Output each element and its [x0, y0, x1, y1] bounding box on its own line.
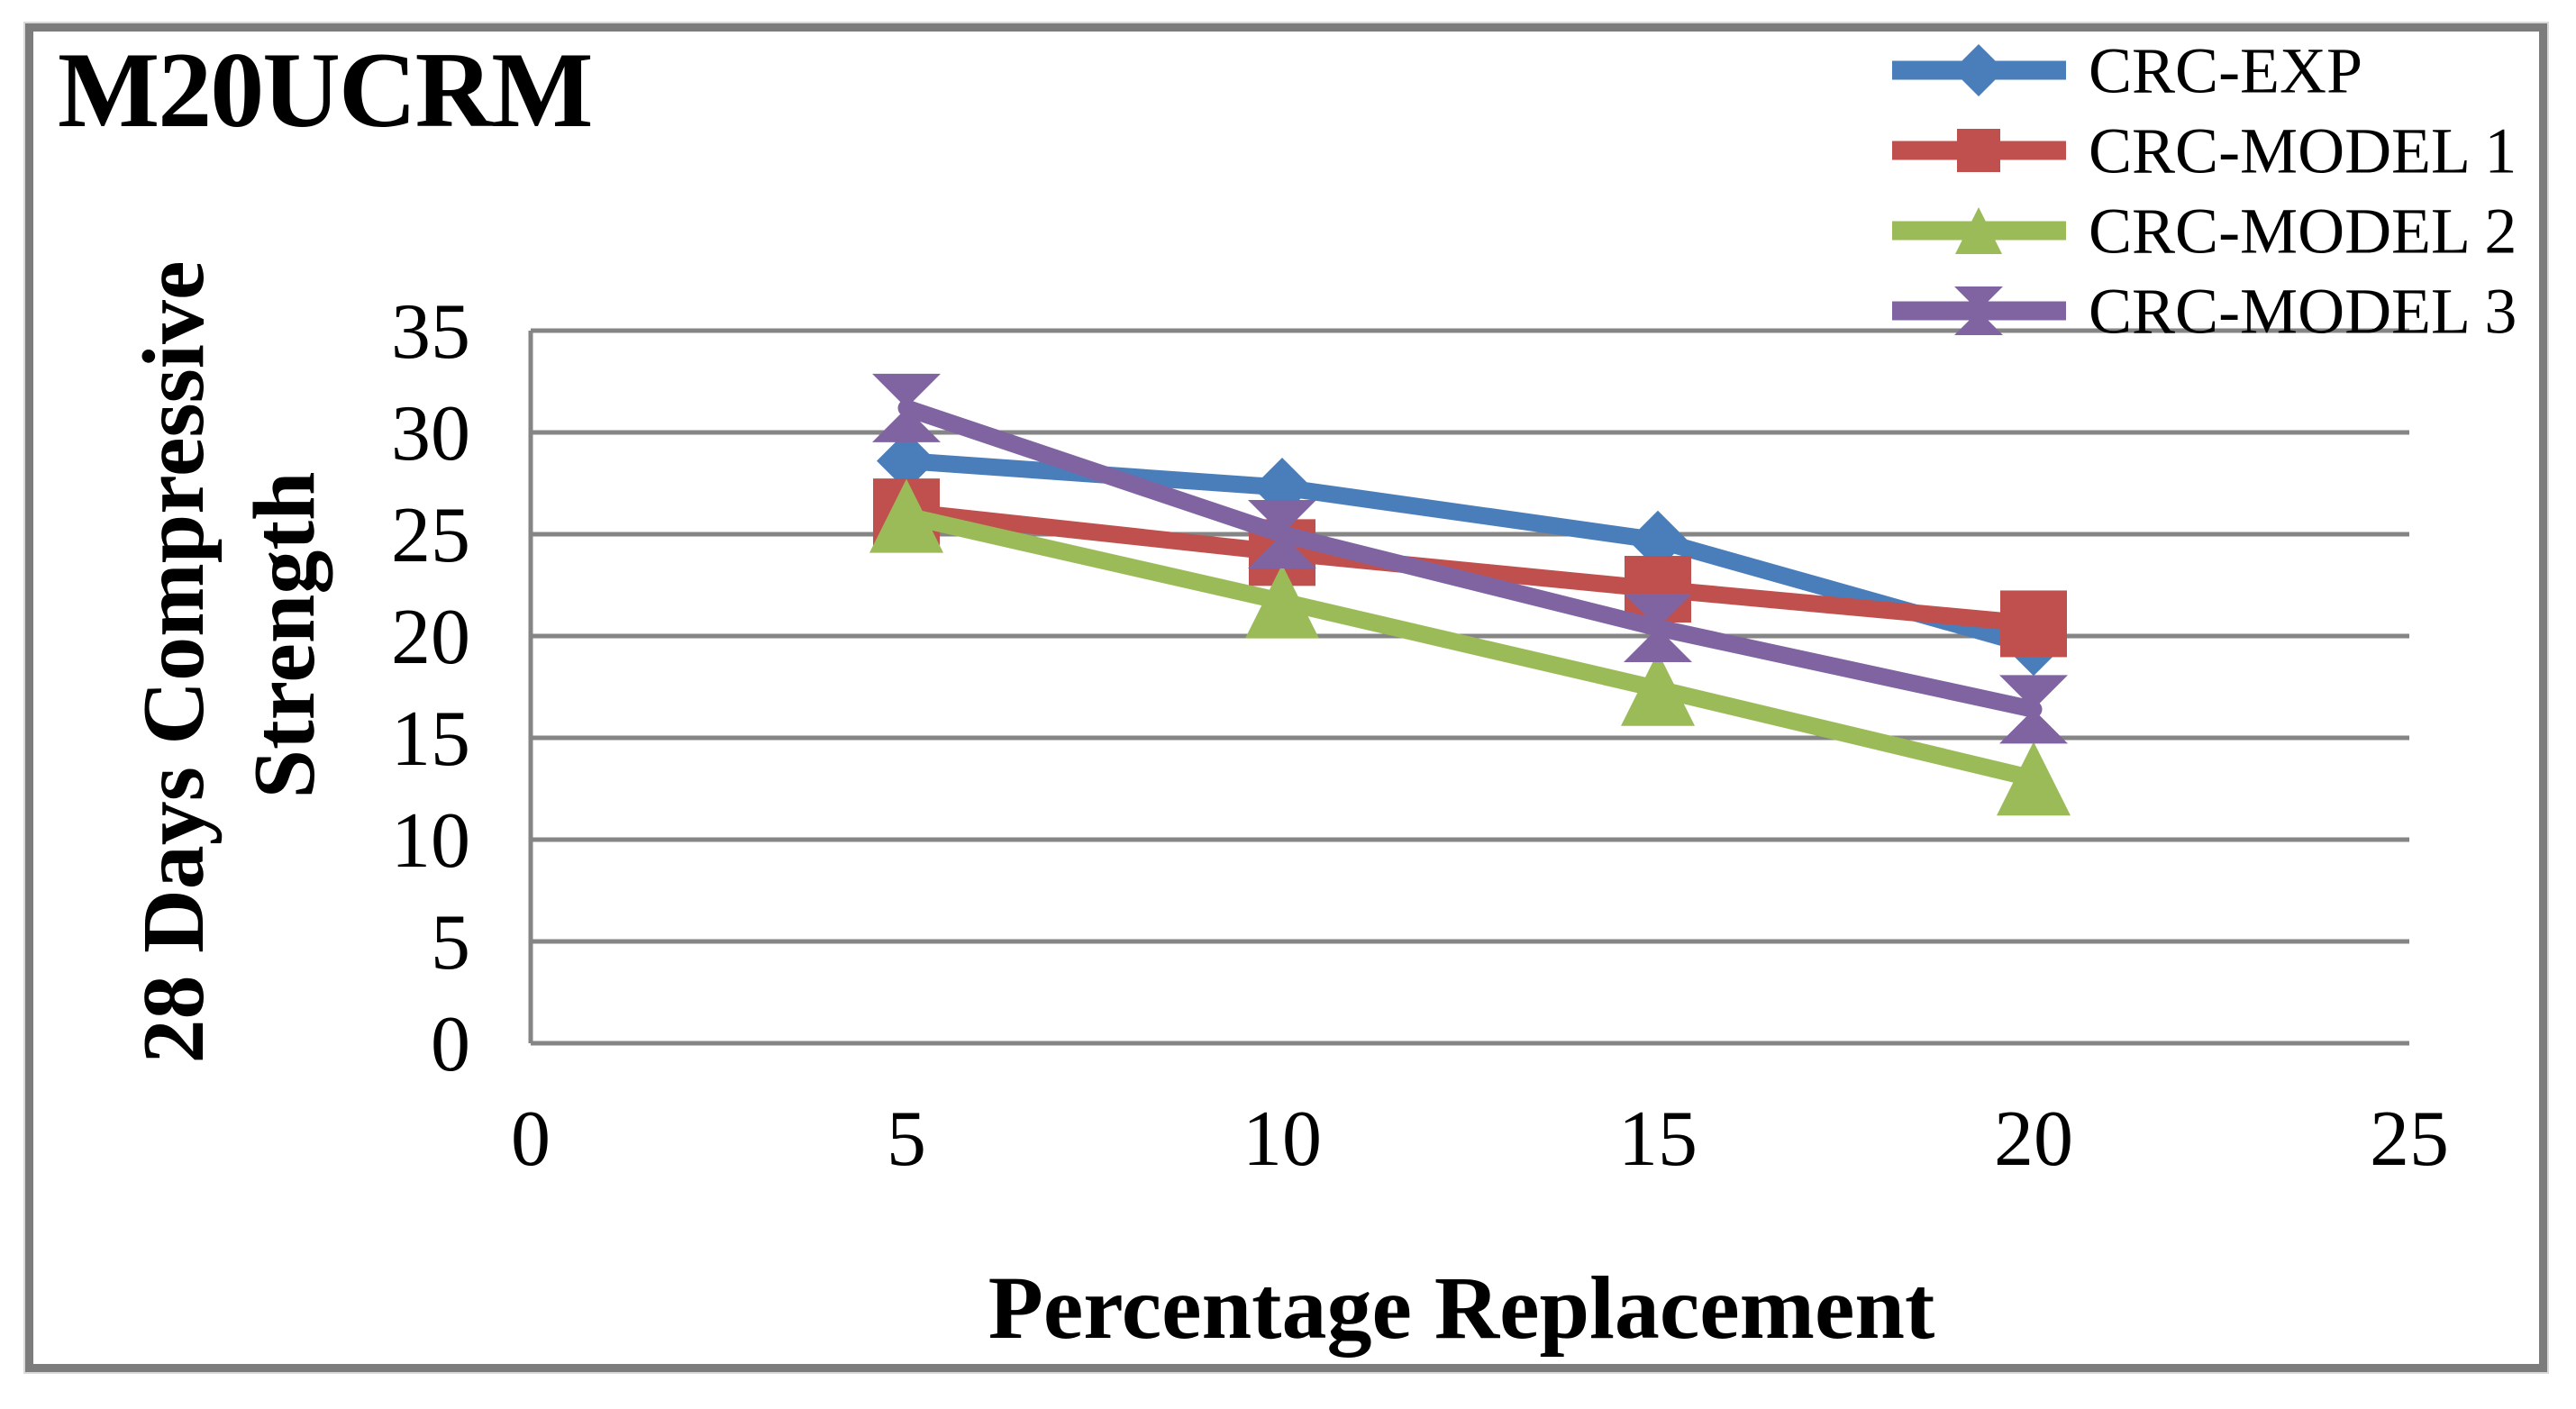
- y-tick-label: 30: [391, 390, 470, 477]
- y-tick-label: 0: [431, 1001, 470, 1088]
- square-marker-icon: [2000, 590, 2067, 658]
- diamond-marker-icon: [1628, 510, 1688, 570]
- legend-label-CRC-MODEL 3: CRC-MODEL 3: [2089, 275, 2517, 347]
- y-tick-label: 20: [391, 594, 470, 681]
- bowtie-marker-icon: [1624, 593, 1692, 662]
- y-tick-label: 25: [391, 492, 470, 579]
- legend-square-marker-icon: [1957, 129, 2000, 172]
- diamond-marker-icon: [877, 431, 936, 491]
- triangle-marker-icon: [1997, 741, 2071, 816]
- legend-diamond-marker-icon: [1952, 44, 2005, 96]
- legend-bowtie-marker-icon: [1954, 286, 2003, 335]
- legend-triangle-marker-icon: [1955, 207, 2002, 254]
- series-line-CRC-MODEL 2: [897, 507, 2043, 787]
- chart-title: M20UCRM: [58, 30, 594, 150]
- y-tick-label: 35: [391, 288, 470, 376]
- triangle-marker-icon: [1621, 651, 1695, 726]
- triangle-marker-icon: [1245, 564, 1319, 639]
- legend-label-CRC-MODEL 1: CRC-MODEL 1: [2089, 114, 2517, 186]
- triangle-marker-icon: [869, 478, 943, 553]
- bowtie-marker-icon: [1248, 500, 1316, 568]
- legend-label-CRC-EXP: CRC-EXP: [2089, 34, 2362, 106]
- y-tick-label: 5: [431, 899, 470, 986]
- y-axis-label-line1: 28 Days Compressive: [125, 260, 223, 1064]
- x-tick-label: 20: [1994, 1095, 2073, 1183]
- y-tick-label: 10: [391, 797, 470, 885]
- y-tick-label: 15: [391, 695, 470, 783]
- x-tick-label: 15: [1618, 1095, 1698, 1183]
- x-tick-label: 25: [2370, 1095, 2449, 1183]
- legend-label-CRC-MODEL 2: CRC-MODEL 2: [2089, 195, 2517, 267]
- y-axis-label-line2: Strength: [236, 471, 333, 799]
- series-line-CRC-MODEL 3: [897, 399, 2043, 718]
- bowtie-marker-icon: [872, 373, 941, 442]
- x-tick-label: 10: [1242, 1095, 1322, 1183]
- series-line-CRC-MODEL 1: [897, 503, 2043, 632]
- x-axis-label: Percentage Replacement: [988, 1258, 1935, 1358]
- bowtie-marker-icon: [1999, 675, 2068, 744]
- x-tick-label: 5: [887, 1095, 926, 1183]
- x-tick-label: 0: [511, 1095, 551, 1183]
